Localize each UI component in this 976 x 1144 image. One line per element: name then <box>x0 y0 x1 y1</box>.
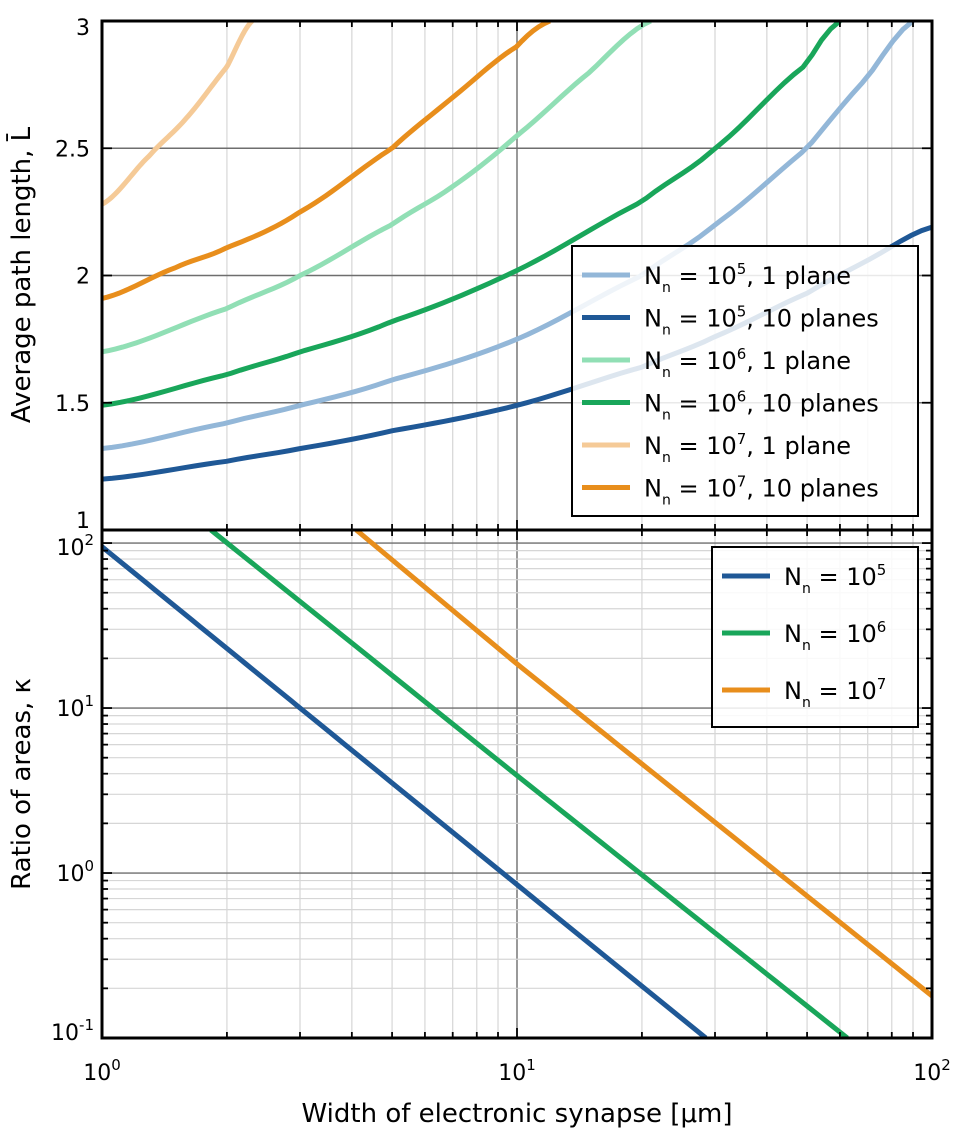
top-series-line-0 <box>102 21 915 452</box>
tick-marks <box>101 20 933 1039</box>
top-y-tick-label: 2 <box>76 265 90 290</box>
top-legend-label: Nn = 106, 1 plane <box>644 345 851 381</box>
top-series-line-2 <box>102 21 652 355</box>
bottom-y-axis-label: Ratio of areas, κ <box>7 678 37 890</box>
top-legend-label: Nn = 105, 1 plane <box>644 260 851 296</box>
bottom-series-line-2 <box>354 530 932 998</box>
top-series-line-4 <box>102 21 254 207</box>
top-y-axis-label: Average path length, L̄ <box>5 126 37 423</box>
bottom-y-tick-label: 102 <box>56 531 94 561</box>
top-y-tick-label: 1.5 <box>55 392 90 417</box>
top-series-lines <box>102 21 932 482</box>
x-tick-label: 102 <box>913 1056 951 1086</box>
bottom-y-tick-label: 101 <box>56 692 94 722</box>
top-legend: Nn = 105, 1 plane Nn = 105, 10 planes Nn =… <box>571 245 919 517</box>
bottom-y-tick-labels: 10-1 100 101 102 <box>51 531 94 1046</box>
bottom-legend: Nn = 105 Nn = 106 Nn = 107 <box>711 546 919 728</box>
top-y-tick-labels: 1 1.5 2 2.5 3 <box>55 16 90 534</box>
top-legend-label: Nn = 107, 10 planes <box>644 473 879 509</box>
top-legend-box <box>571 245 919 517</box>
top-legend-label: Nn = 106, 10 planes <box>644 388 879 424</box>
bottom-legend-label: Nn = 106 <box>784 618 886 654</box>
x-axis-label: Width of electronic synapse [μm] <box>302 1099 733 1129</box>
bottom-series-line-0 <box>102 544 708 1038</box>
top-y-tick-label: 2.5 <box>55 137 90 162</box>
x-tick-labels: 100 101 102 <box>83 1056 951 1086</box>
bottom-legend-label: Nn = 105 <box>784 561 886 597</box>
top-legend-label: Nn = 107, 1 plane <box>644 430 851 466</box>
top-series-line-5 <box>102 21 551 301</box>
top-series-line-3 <box>102 21 842 408</box>
x-tick-label: 101 <box>498 1056 536 1086</box>
top-y-tick-label: 1 <box>76 509 90 534</box>
bottom-series-lines <box>102 530 932 1038</box>
top-y-tick-label: 3 <box>76 16 90 41</box>
bottom-legend-label: Nn = 107 <box>784 675 886 711</box>
x-tick-label: 100 <box>83 1056 121 1086</box>
top-legend-label: Nn = 105, 10 planes <box>644 303 879 339</box>
bottom-y-tick-label: 10-1 <box>51 1016 94 1046</box>
bottom-y-tick-label: 100 <box>56 857 94 887</box>
bottom-series-line-1 <box>209 530 849 1038</box>
